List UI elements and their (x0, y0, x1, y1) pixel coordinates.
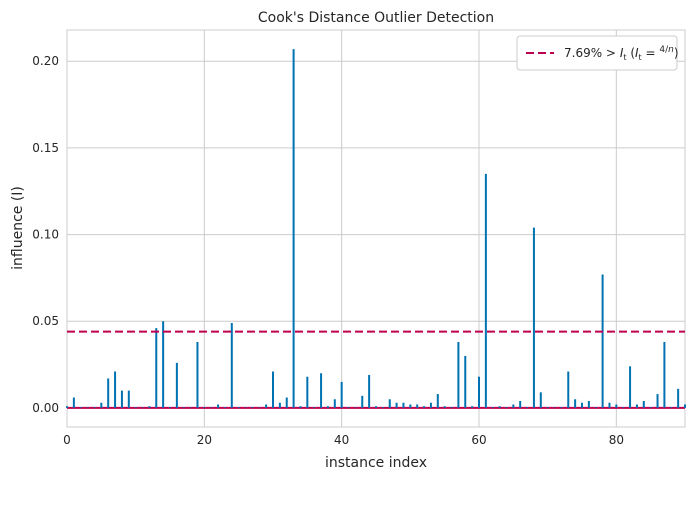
y-tick-label: 0.00 (32, 401, 59, 415)
legend-label: 7.69% > It (It = 4/n) (564, 45, 679, 62)
y-axis-label: influence (I) (10, 186, 26, 270)
x-tick-label: 20 (197, 433, 212, 447)
x-tick-label: 60 (471, 433, 486, 447)
plot-frame (66, 29, 686, 428)
x-tick-labels: 0 20 40 60 80 (63, 433, 624, 447)
plot-background (67, 30, 685, 427)
stem-series (66, 49, 686, 408)
y-tick-labels: 0.00 0.05 0.10 0.15 0.20 (32, 54, 59, 415)
x-axis-label: instance index (325, 455, 427, 471)
x-tick-label: 80 (609, 433, 624, 447)
y-tick-label: 0.10 (32, 228, 59, 242)
y-tick-label: 0.05 (32, 314, 59, 328)
x-tick-label: 0 (63, 433, 71, 447)
y-tick-label: 0.20 (32, 54, 59, 68)
y-tick-label: 0.15 (32, 141, 59, 155)
x-tick-label: 40 (334, 433, 349, 447)
legend-box (516, 35, 678, 71)
legend: 7.69% > It (It = 4/n) (516, 35, 679, 71)
chart-title: Cook's Distance Outlier Detection (258, 10, 494, 26)
